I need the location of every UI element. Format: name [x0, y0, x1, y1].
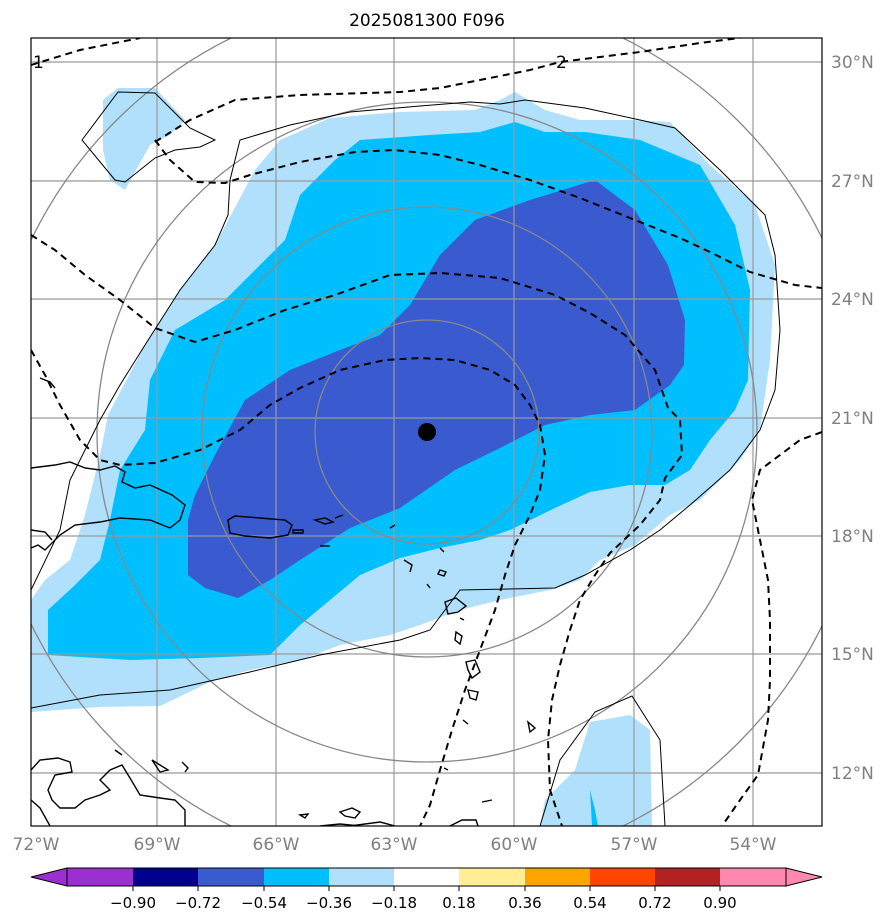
lon-label-57w: 57°W: [611, 835, 658, 855]
colorbar-swatch-11: [720, 868, 786, 886]
colorbar-swatch-4: [264, 868, 329, 886]
lat-label-24n: 24°N: [831, 290, 874, 310]
colorbar-extend-low: [30, 867, 68, 887]
colorbar-tick-10: 0.90: [703, 894, 736, 912]
lon-label-72w: 72°W: [13, 835, 60, 855]
colorbar-swatch-8: [525, 868, 590, 886]
colorbar-swatch-9: [590, 868, 655, 886]
colorbar-tick-6: 0.18: [442, 894, 475, 912]
contour-label-2: 2: [556, 53, 567, 73]
solid-contour: [31, 99, 781, 709]
lon-label-60w: 60°W: [491, 835, 538, 855]
coastlines: [31, 377, 537, 826]
lat-label-18n: 18°N: [831, 527, 874, 547]
solid-contour-se: [539, 695, 666, 826]
colorbar-swatch-5: [329, 868, 394, 886]
storm-center-marker: [418, 423, 436, 441]
contour-label-1: 1: [33, 53, 44, 73]
colorbar-swatch-6: [394, 868, 459, 886]
lat-label-21n: 21°N: [831, 409, 874, 429]
colorbar-extend-high: [785, 867, 823, 887]
gridlines: [31, 38, 822, 826]
colorbar-swatch-2: [133, 868, 198, 886]
colorbar-swatch-3: [198, 868, 264, 886]
colorbar-frame: [66, 867, 787, 887]
anomaly-fill-light-nw: [103, 88, 185, 190]
solid-contour-nw: [81, 91, 217, 183]
colorbar-tick-5: −0.18: [371, 894, 417, 912]
colorbar-tick-4: −0.36: [306, 894, 352, 912]
colorbar-tick-1: −0.90: [110, 894, 156, 912]
lon-label-66w: 66°W: [253, 835, 300, 855]
anomaly-fill-dark: [188, 180, 685, 598]
dashed-contours: [31, 38, 822, 826]
lon-labels: 72°W 69°W 66°W 63°W 60°W 57°W 54°W: [13, 835, 777, 855]
lat-label-12n: 12°N: [831, 764, 874, 784]
anomaly-fill-mid-se: [590, 790, 598, 826]
colorbar-tick-7: 0.36: [508, 894, 541, 912]
lon-label-69w: 69°W: [134, 835, 181, 855]
colorbar-swatch-1: [67, 868, 133, 886]
lat-labels: 30°N 27°N 24°N 21°N 18°N 15°N 12°N: [831, 53, 874, 784]
lon-label-63w: 63°W: [371, 835, 418, 855]
colorbar-swatch-10: [655, 868, 720, 886]
lat-label-15n: 15°N: [831, 645, 874, 665]
colorbar-tick-9: 0.72: [638, 894, 671, 912]
lat-label-27n: 27°N: [831, 172, 874, 192]
anomaly-fill-light-se: [540, 715, 652, 826]
map-title: 2025081300 F096: [349, 11, 505, 31]
lat-label-30n: 30°N: [831, 53, 874, 73]
colorbar-tick-3: −0.54: [241, 894, 287, 912]
colorbar: −0.90 −0.72 −0.54 −0.36 −0.18 0.18 0.36 …: [30, 867, 823, 912]
colorbar-swatch-7: [459, 868, 525, 886]
map-panel: 1 2: [31, 38, 822, 826]
range-rings: [31, 38, 822, 826]
colorbar-tick-2: −0.72: [175, 894, 221, 912]
colorbar-tick-8: 0.54: [573, 894, 606, 912]
map-frame: [30, 37, 823, 827]
lon-label-54w: 54°W: [730, 835, 777, 855]
